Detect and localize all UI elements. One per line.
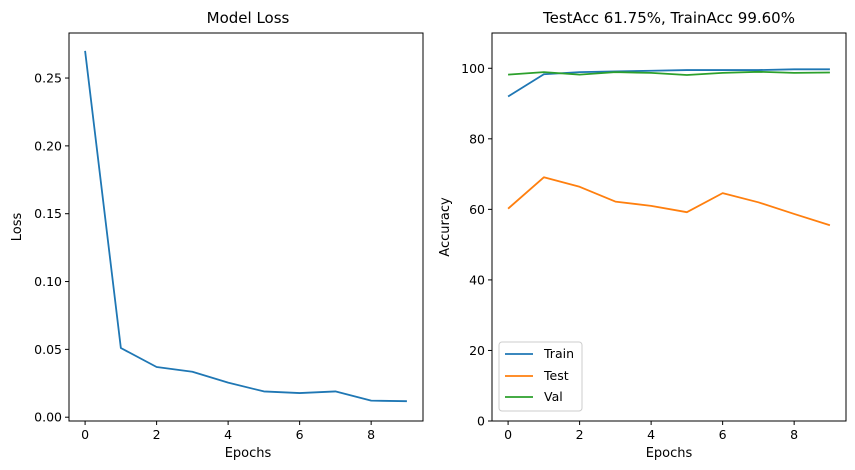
loss-chart: Model Loss Epochs Loss 0 2 4 6 8 0.00 0.05 0.10… (10, 9, 424, 461)
accuracy-chart-xtick-label: 8 (790, 427, 798, 442)
legend: Train Test Val (498, 341, 583, 412)
loss-chart-ytick-label: 0.20 (34, 138, 62, 153)
loss-chart-ytick-label: 0.00 (34, 410, 62, 425)
accuracy-chart-ylabel: Accuracy (438, 197, 453, 257)
loss-chart-xlabel: Epochs (225, 446, 272, 461)
accuracy-chart-ytick-label: 20 (469, 343, 485, 358)
legend-label-train: Train (543, 346, 574, 361)
loss-chart-ytick-label: 0.15 (34, 206, 62, 221)
loss-chart-title: Model Loss (207, 9, 290, 27)
accuracy-chart: TestAcc 61.75%, TrainAcc 99.60% Epochs A… (438, 9, 847, 461)
accuracy-chart-xtick-label: 6 (719, 427, 727, 442)
loss-chart-series-loss (84, 50, 407, 403)
loss-chart-ylabel: Loss (10, 213, 25, 242)
loss-chart-ytick-label: 0.10 (34, 274, 62, 289)
accuracy-chart-ytick-label: 100 (461, 61, 485, 76)
loss-chart-xtick-label: 6 (296, 427, 304, 442)
accuracy-chart-ytick-label: 80 (469, 131, 485, 146)
accuracy-chart-xlabel: Epochs (646, 446, 693, 461)
legend-label-test: Test (543, 368, 569, 383)
loss-chart-plot-area (68, 32, 424, 422)
loss-chart-xtick-label: 8 (367, 427, 375, 442)
accuracy-chart-ytick-label: 60 (469, 202, 485, 217)
accuracy-chart-series-val (508, 70, 830, 76)
loss-chart-xtick-label: 4 (224, 427, 232, 442)
accuracy-chart-ytick-label: 40 (469, 272, 485, 287)
accuracy-chart-xtick-label: 4 (647, 427, 655, 442)
loss-chart-ytick-label: 0.05 (34, 342, 62, 357)
loss-chart-xtick-label: 2 (153, 427, 161, 442)
legend-label-val: Val (544, 389, 563, 404)
accuracy-chart-title: TestAcc 61.75%, TrainAcc 99.60% (542, 9, 795, 27)
loss-chart-ytick-label: 0.25 (34, 71, 62, 86)
accuracy-chart-series-test (507, 176, 831, 227)
loss-chart-xtick-label: 0 (81, 427, 89, 442)
accuracy-chart-ytick-label: 0 (477, 414, 485, 429)
accuracy-chart-xtick-label: 0 (504, 427, 512, 442)
accuracy-chart-plot-area (491, 32, 847, 422)
accuracy-chart-xtick-label: 2 (576, 427, 584, 442)
legend-box (498, 341, 583, 412)
